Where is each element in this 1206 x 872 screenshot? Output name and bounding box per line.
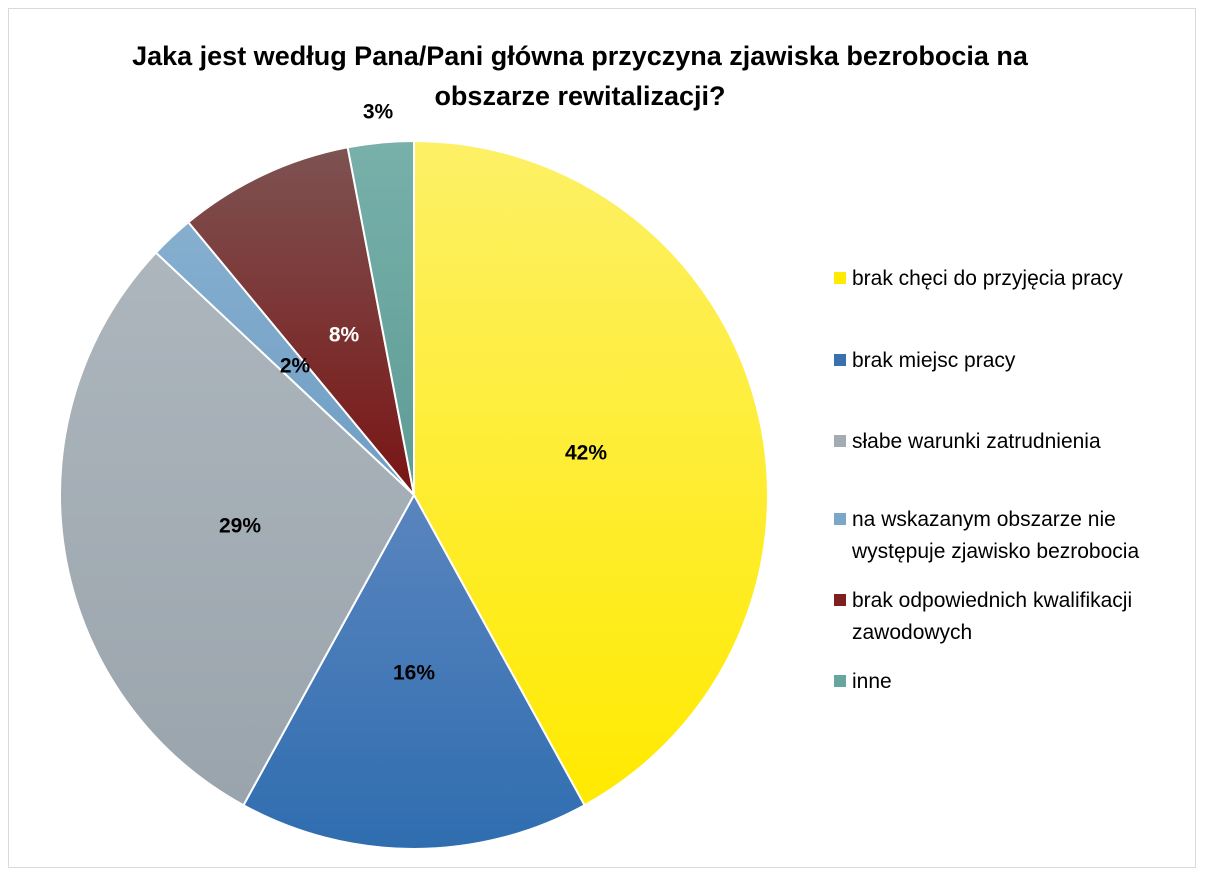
slice-brak-miejsc-pracy [242, 492, 586, 850]
pie-data-labels: 42% 16% 29% 2% 8% 3% [219, 101, 607, 685]
legend-swatch [834, 513, 846, 525]
data-label-brak-bezrobocia: 2% [280, 355, 311, 378]
legend-swatch [834, 594, 846, 606]
data-label-inne: 3% [363, 101, 394, 124]
legend-label: inne [852, 670, 892, 693]
legend-item-brak-kwalifikacji: brak odpowiednich kwalifikacji zawodowyc… [834, 585, 1172, 649]
legend-swatch [834, 272, 846, 284]
legend-label: na wskazanym obszarze nie występuje zjaw… [852, 508, 1140, 563]
legend-label: słabe warunki zatrudnienia [852, 430, 1101, 453]
chart-title: Jaka jest według Pana/Pani główna przycz… [132, 41, 1028, 111]
legend-label: brak odpowiednich kwalifikacji zawodowyc… [852, 589, 1133, 644]
legend-item-slabe-warunki: słabe warunki zatrudnienia [834, 426, 1172, 458]
pie-slices [59, 139, 769, 850]
legend-swatch [834, 354, 846, 366]
legend-label: brak chęci do przyjęcia pracy [852, 267, 1123, 290]
legend-swatch [834, 675, 846, 687]
slice-slabe-warunki [59, 251, 416, 807]
data-label-brak-kwalifikacji: 8% [329, 324, 360, 347]
legend-swatch [834, 435, 846, 447]
slice-brak-kwalifikacji [186, 146, 415, 496]
legend-item-brak-bezrobocia: na wskazanym obszarze nie występuje zjaw… [834, 504, 1152, 568]
legend-item-brak-checi: brak chęci do przyjęcia pracy [834, 263, 1172, 295]
legend-label: brak miejsc pracy [852, 349, 1016, 372]
slice-inne [346, 139, 415, 496]
data-label-brak-miejsc-pracy: 16% [393, 662, 435, 685]
legend-item-inne: inne [834, 666, 1172, 698]
slice-brak-checi [413, 139, 769, 807]
legend-item-brak-miejsc-pracy: brak miejsc pracy [834, 345, 1172, 377]
data-label-brak-checi: 42% [565, 442, 607, 465]
data-label-slabe-warunki: 29% [219, 515, 261, 538]
